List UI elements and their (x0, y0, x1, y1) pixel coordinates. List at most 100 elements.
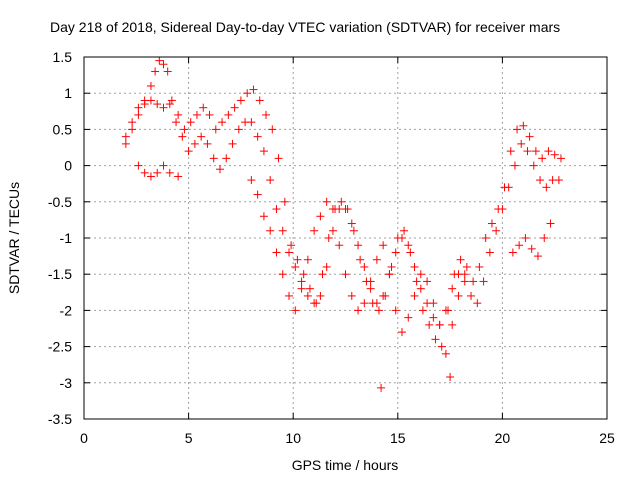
data-point (525, 132, 534, 141)
data-point (328, 226, 337, 235)
data-point (153, 100, 162, 109)
data-point (521, 234, 530, 242)
data-point (184, 147, 193, 156)
data-point (215, 165, 224, 174)
data-point (211, 125, 220, 134)
data-point (278, 226, 287, 235)
data-point (418, 306, 427, 315)
data-point (467, 291, 476, 300)
data-point (448, 284, 457, 293)
data-point (335, 241, 344, 250)
data-point (379, 291, 388, 300)
data-point (425, 320, 434, 329)
y-tick-label: -0.5 (48, 194, 72, 210)
data-point (163, 67, 172, 76)
data-point (387, 262, 396, 271)
data-point (205, 110, 214, 119)
y-tick-label: -1.5 (48, 266, 72, 282)
y-tick-label: -1 (60, 230, 73, 246)
data-point (134, 161, 143, 170)
data-point (318, 270, 327, 279)
data-point (165, 100, 174, 109)
data-point (441, 306, 450, 315)
y-tick-label: -3 (60, 375, 73, 391)
data-point (508, 248, 517, 257)
data-point (410, 291, 419, 300)
data-point (153, 168, 162, 177)
data-point (303, 291, 312, 300)
x-axis-label: GPS time / hours (292, 457, 399, 473)
data-point (310, 299, 319, 308)
y-tick-label: 0.5 (53, 121, 73, 137)
data-point (280, 197, 289, 206)
y-tick-label: -2 (60, 302, 73, 318)
data-point (412, 277, 421, 286)
data-point (498, 205, 507, 214)
data-point (310, 226, 319, 235)
data-point (460, 277, 469, 286)
data-point (316, 291, 325, 300)
data-point (178, 132, 187, 141)
data-point (410, 262, 419, 271)
data-point (230, 103, 239, 112)
x-tick-label: 0 (80, 430, 88, 446)
data-point (542, 183, 551, 192)
data-point (249, 85, 258, 94)
data-point (437, 342, 446, 351)
data-point (379, 241, 388, 250)
data-point (174, 172, 183, 181)
data-point (397, 328, 406, 337)
data-point (159, 60, 168, 69)
data-point (253, 190, 262, 199)
data-point (134, 110, 143, 119)
data-point (533, 252, 542, 261)
data-point (391, 306, 400, 315)
data-point (510, 161, 519, 170)
data-point (121, 139, 130, 148)
data-point (360, 299, 369, 308)
data-point (305, 284, 314, 293)
data-point (259, 212, 268, 221)
data-point (259, 147, 268, 156)
data-point (297, 277, 306, 286)
data-point (531, 147, 540, 156)
data-point (140, 100, 149, 109)
data-point (374, 306, 383, 315)
data-point (513, 125, 522, 134)
data-point (197, 132, 206, 141)
x-tick-label: 15 (390, 430, 406, 446)
data-point (492, 226, 501, 235)
data-point (303, 255, 312, 264)
y-tick-label: -2.5 (48, 339, 72, 355)
x-tick-label: 10 (285, 430, 301, 446)
data-point (441, 349, 450, 358)
data-point (485, 248, 494, 257)
data-point (527, 244, 536, 253)
data-point (354, 306, 363, 315)
data-point (322, 197, 331, 206)
data-point (515, 241, 524, 250)
data-point (174, 110, 183, 119)
data-point (429, 313, 438, 322)
data-point (243, 89, 252, 98)
data-point (190, 139, 199, 148)
data-point (529, 161, 538, 170)
data-point (377, 383, 386, 392)
data-point (316, 212, 325, 221)
data-point (247, 118, 256, 127)
data-point (134, 103, 143, 112)
data-point (519, 121, 528, 130)
data-point (460, 270, 469, 279)
data-point (372, 255, 381, 264)
data-point (199, 103, 208, 112)
y-tick-label: -3.5 (48, 411, 72, 427)
data-point (299, 270, 308, 279)
data-point (366, 277, 375, 286)
data-points (121, 56, 565, 392)
data-point (366, 284, 375, 293)
chart-title: Day 218 of 2018, Sidereal Day-to-day VTE… (50, 19, 560, 35)
data-point (287, 241, 296, 250)
data-point (341, 205, 350, 214)
data-point (473, 299, 482, 308)
